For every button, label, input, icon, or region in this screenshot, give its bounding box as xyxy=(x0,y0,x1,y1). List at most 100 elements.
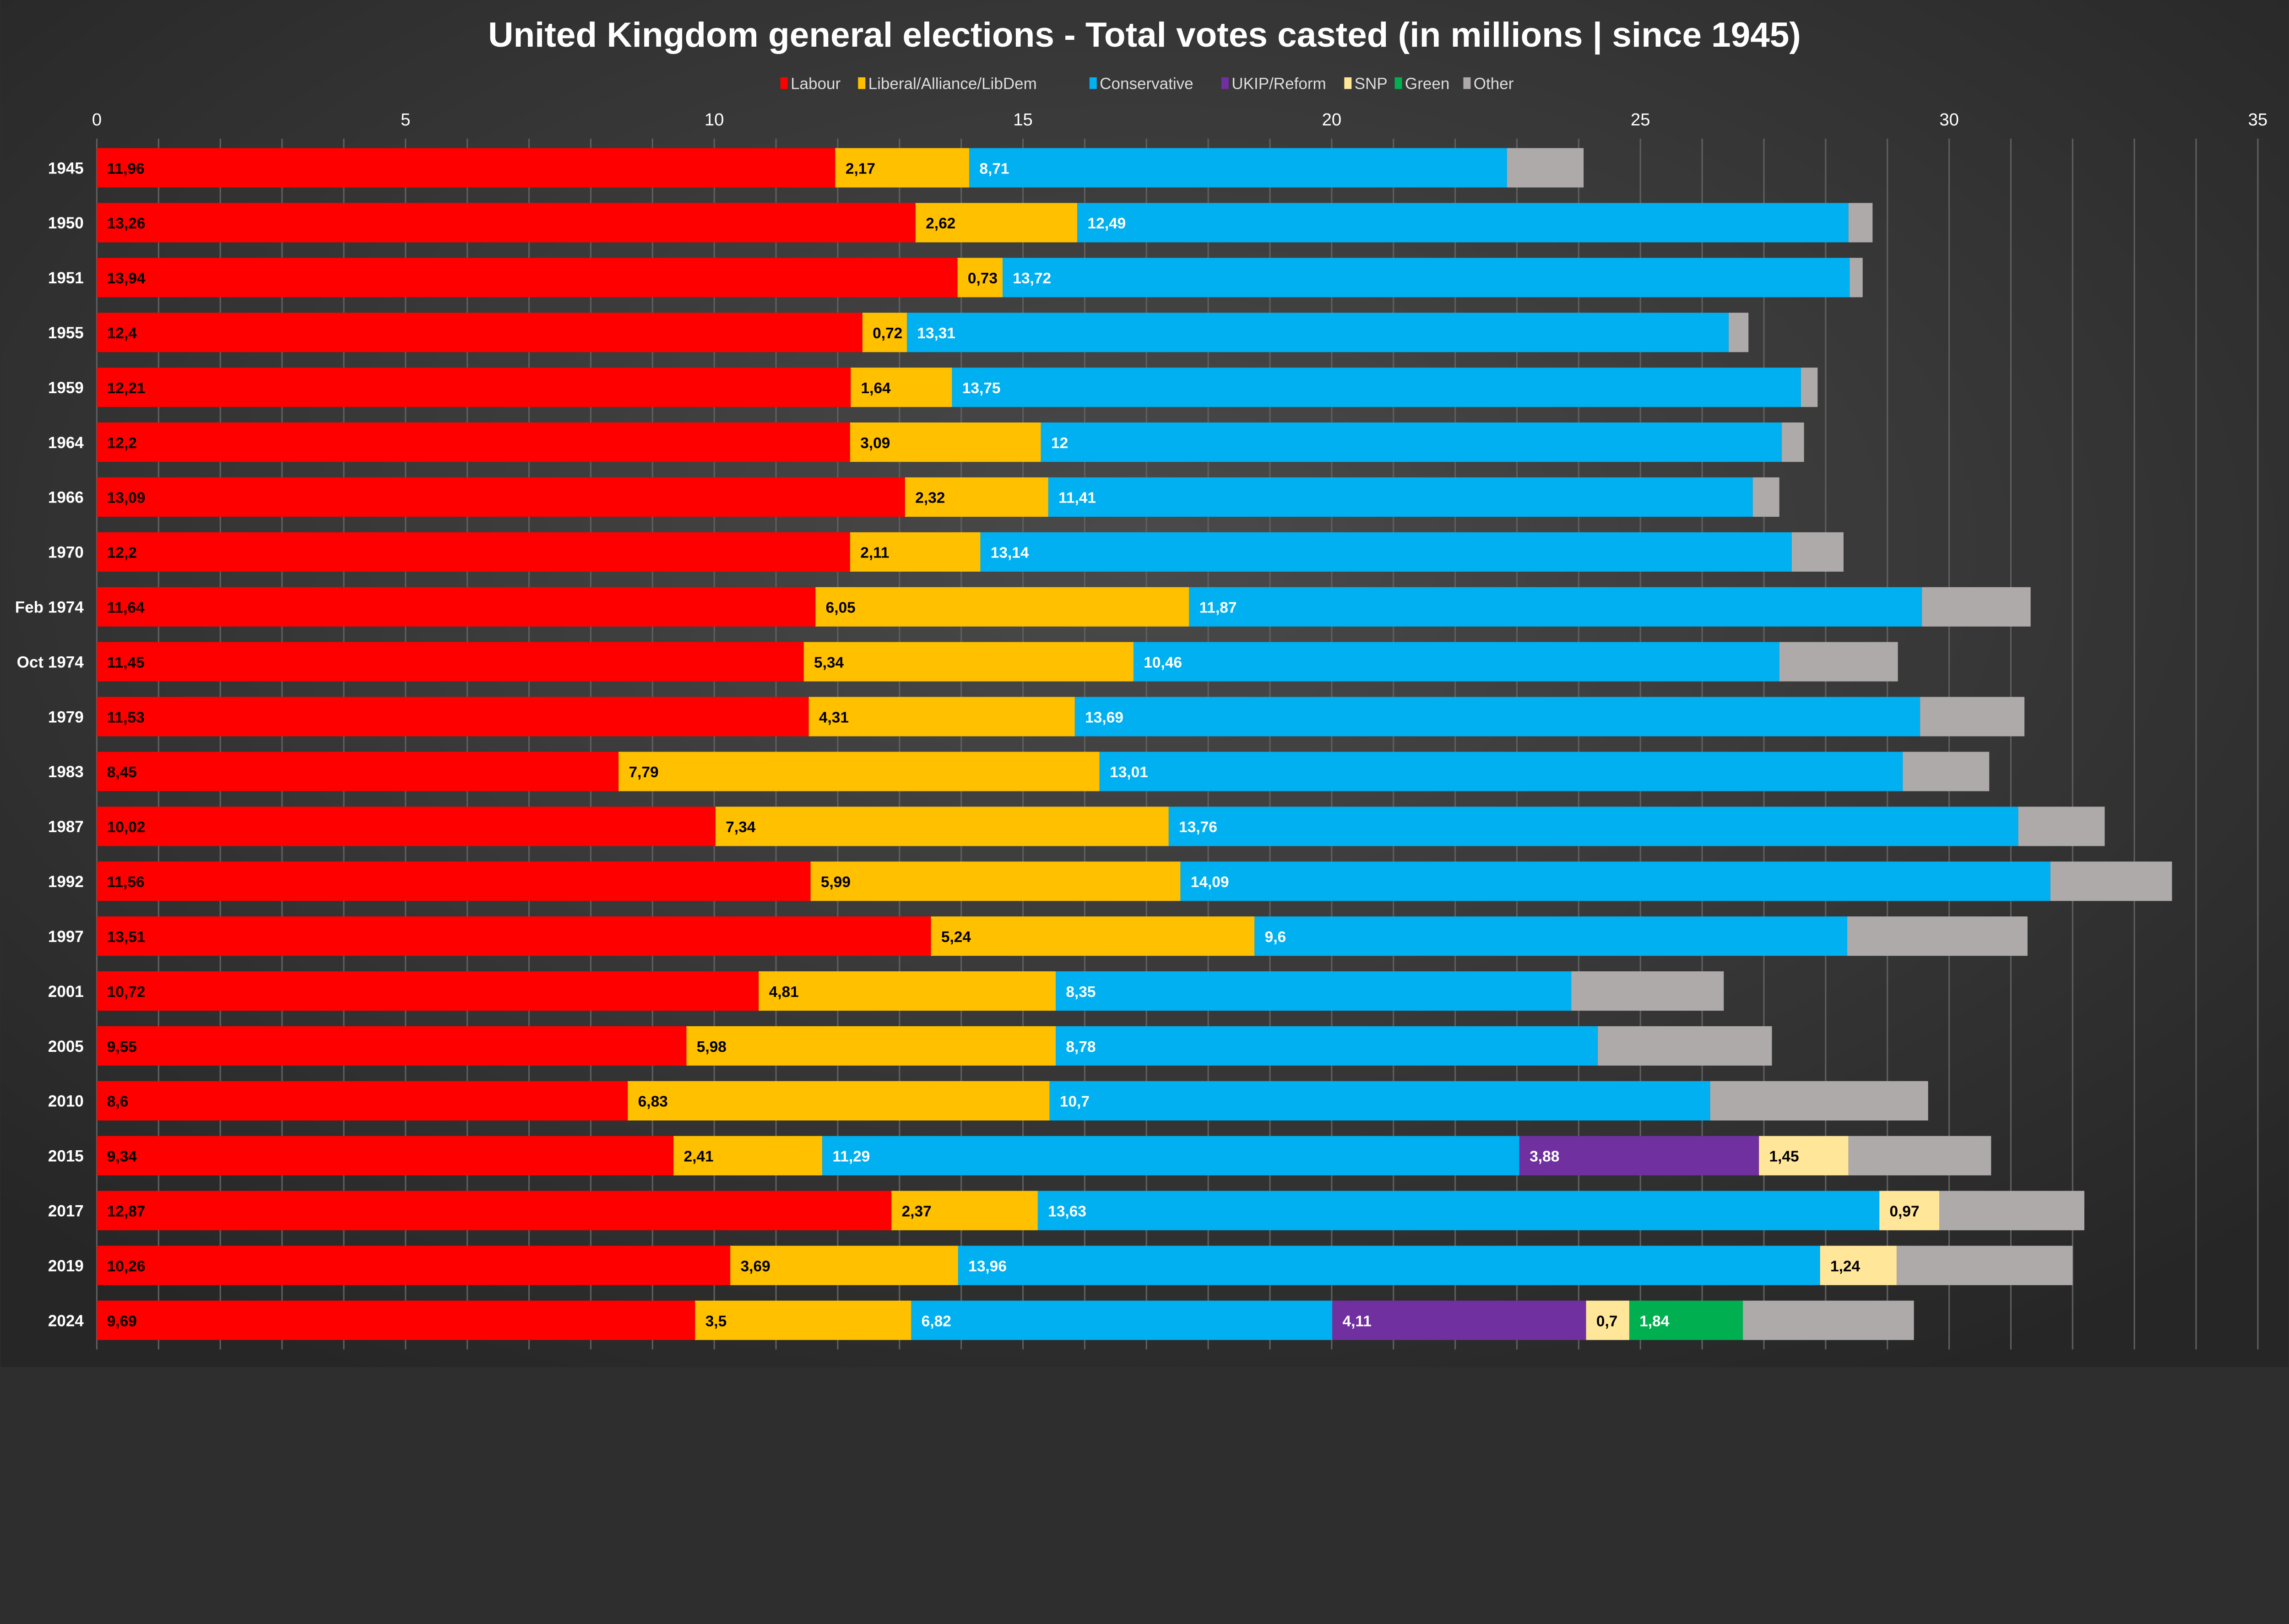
legend-label: Labour xyxy=(791,75,841,92)
data-label: 0,72 xyxy=(873,325,902,342)
x-tick-label: 10 xyxy=(705,110,724,130)
data-label: 3,69 xyxy=(741,1258,770,1275)
x-tick-label: 20 xyxy=(1322,110,1342,130)
bar-segment-liberal-alliance-libdem xyxy=(850,422,1041,462)
bar-segment-conservative xyxy=(1056,971,1572,1011)
y-category-label: 2017 xyxy=(48,1202,84,1220)
bar-segment-conservative xyxy=(1074,697,1920,736)
legend-label: UKIP/Reform xyxy=(1231,75,1326,92)
bar-segment-labour xyxy=(97,258,958,298)
bar-segment-other xyxy=(2018,807,2105,846)
bar-segment-labour xyxy=(97,697,809,736)
bar-segment-liberal-alliance-libdem xyxy=(618,752,1100,791)
bar-segment-ukip-reform xyxy=(1332,1300,1586,1340)
y-category-label: 1951 xyxy=(48,269,84,287)
bar-segment-liberal-alliance-libdem xyxy=(957,258,1003,298)
bar-segment-labour xyxy=(97,971,759,1011)
bar-segment-other xyxy=(1779,642,1898,682)
data-label: 6,82 xyxy=(922,1313,951,1330)
bar-segment-snp xyxy=(1759,1136,1849,1175)
bar-segment-labour xyxy=(97,313,862,352)
bar-segment-conservative xyxy=(1056,1026,1598,1066)
bar-segment-other xyxy=(1743,1300,1914,1340)
data-label: 10,02 xyxy=(107,819,146,836)
bar-segment-liberal-alliance-libdem xyxy=(905,477,1048,517)
bar-segment-liberal-alliance-libdem xyxy=(673,1136,823,1175)
chart-title: United Kingdom general elections - Total… xyxy=(488,16,1801,55)
data-label: 13,01 xyxy=(1110,764,1148,781)
bar-segment-liberal-alliance-libdem xyxy=(810,861,1181,901)
bar-segment-labour xyxy=(97,148,835,188)
legend-label: SNP xyxy=(1355,75,1388,92)
bar-segment-labour xyxy=(97,587,816,627)
data-label: 2,11 xyxy=(860,545,889,562)
bar-segment-labour xyxy=(97,532,850,572)
y-category-label: 1992 xyxy=(48,873,84,891)
data-label: 13,31 xyxy=(917,325,955,342)
legend-swatch-ukip-reform xyxy=(1221,77,1229,89)
y-category-label: 2001 xyxy=(48,983,84,1001)
legend-swatch-other xyxy=(1463,77,1471,89)
data-label: 11,64 xyxy=(107,600,145,617)
data-label: 11,41 xyxy=(1058,490,1096,507)
bar-segment-conservative xyxy=(1168,807,2018,846)
x-tick-label: 25 xyxy=(1631,110,1650,130)
data-label: 8,78 xyxy=(1066,1039,1096,1056)
data-label: 12,49 xyxy=(1088,215,1126,232)
bar-segment-labour xyxy=(97,1300,695,1340)
x-axis-ticks: 0 5 10 15 20 25 30 35 xyxy=(92,110,2267,130)
data-label: 13,51 xyxy=(107,929,146,946)
bar-segment-conservative xyxy=(906,313,1729,352)
bar-segment-other xyxy=(1791,532,1844,572)
data-label: 11,87 xyxy=(1199,600,1237,617)
bar-segment-other xyxy=(1801,368,1818,407)
data-label: 13,69 xyxy=(1085,709,1123,726)
data-label: 5,99 xyxy=(821,874,851,891)
bar-segment-labour xyxy=(97,368,851,407)
bar-segment-other xyxy=(1847,916,2028,956)
y-category-label: Feb 1974 xyxy=(15,599,84,617)
data-label: 3,09 xyxy=(860,435,890,452)
bar-segment-liberal-alliance-libdem xyxy=(695,1300,911,1340)
data-label: 1,64 xyxy=(861,380,891,397)
data-label: 3,5 xyxy=(705,1313,727,1330)
y-category-label: Oct 1974 xyxy=(17,653,84,671)
x-tick-label: 5 xyxy=(401,110,410,130)
y-category-label: 1964 xyxy=(48,434,84,452)
bar-segment-labour xyxy=(97,422,850,462)
bar-segment-conservative xyxy=(1180,861,2050,901)
data-label: 9,55 xyxy=(107,1039,137,1056)
data-label: 11,45 xyxy=(107,654,145,671)
y-category-label: 1955 xyxy=(48,324,84,342)
data-label: 13,63 xyxy=(1048,1203,1086,1220)
bar-segment-other xyxy=(1729,313,1749,352)
data-label: 3,88 xyxy=(1530,1148,1559,1165)
bar-segment-other xyxy=(1850,258,1863,298)
bar-segment-other xyxy=(1920,697,2025,736)
data-label: 5,24 xyxy=(941,929,971,946)
data-label: 13,94 xyxy=(107,270,146,287)
data-label: 5,98 xyxy=(697,1039,727,1056)
data-label: 12,87 xyxy=(107,1203,146,1220)
bar-segment-liberal-alliance-libdem xyxy=(815,587,1189,627)
y-category-label: 1945 xyxy=(48,159,84,177)
bar-segment-liberal-alliance-libdem xyxy=(915,203,1078,243)
bar-segment-liberal-alliance-libdem xyxy=(835,148,970,188)
y-category-label: 1987 xyxy=(48,818,84,836)
bar-segment-conservative xyxy=(958,1245,1820,1285)
bar-segment-other xyxy=(1896,1245,2073,1285)
bar-segment-conservative xyxy=(969,148,1507,188)
bar-segment-labour xyxy=(97,752,619,791)
data-label: 11,56 xyxy=(107,874,145,891)
data-label: 12,2 xyxy=(107,435,137,452)
bar-segment-labour xyxy=(97,642,804,682)
bar-segment-liberal-alliance-libdem xyxy=(759,971,1056,1011)
data-label: 4,11 xyxy=(1343,1313,1372,1330)
x-tick-label: 0 xyxy=(92,110,102,130)
bar-segment-green xyxy=(1629,1300,1743,1340)
data-label: 1,24 xyxy=(1830,1258,1860,1275)
bar-segment-snp xyxy=(1586,1300,1629,1340)
y-category-label: 1979 xyxy=(48,708,84,726)
bar-segment-conservative xyxy=(1133,642,1779,682)
bar-segment-conservative xyxy=(822,1136,1519,1175)
